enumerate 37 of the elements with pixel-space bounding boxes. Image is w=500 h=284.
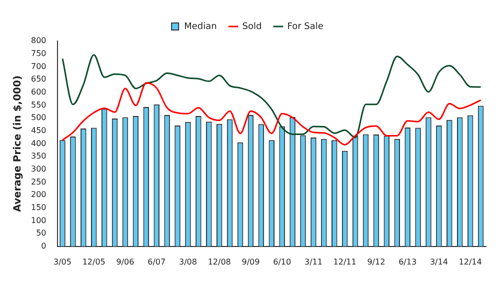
y-tick-label: 300 bbox=[30, 164, 46, 174]
y-tick-label: 150 bbox=[30, 202, 46, 212]
y-tick-label: 100 bbox=[30, 216, 46, 225]
x-tick-label: 3/05 bbox=[54, 257, 72, 266]
x-tick-label: 6/10 bbox=[273, 257, 292, 266]
legend-label: Sold bbox=[242, 22, 262, 32]
y-tick-label: 350 bbox=[30, 152, 46, 161]
y-tick-label: 800 bbox=[30, 36, 46, 46]
x-tick-label: 3/08 bbox=[178, 257, 197, 266]
y-tick-label: 450 bbox=[30, 126, 46, 135]
x-tick-label: 12/08 bbox=[208, 257, 231, 266]
y-tick-label: 600 bbox=[30, 87, 46, 96]
y-tick-label: 0 bbox=[41, 241, 46, 250]
y-tick-label: 550 bbox=[30, 100, 46, 110]
y-tick-label: 250 bbox=[30, 177, 46, 186]
line-series bbox=[62, 82, 482, 146]
legend-label: Median bbox=[184, 22, 217, 32]
y-tick-label: 200 bbox=[30, 190, 46, 200]
x-tick-label: 6/07 bbox=[148, 257, 166, 266]
y-tick-label: 500 bbox=[30, 113, 46, 122]
legend-label: For Sale bbox=[287, 22, 324, 32]
y-tick-label: 650 bbox=[30, 74, 46, 84]
y-tick-label: 50 bbox=[36, 228, 46, 238]
y-tick-label: 700 bbox=[30, 62, 46, 71]
x-tick-label: 9/09 bbox=[242, 257, 260, 266]
x-tick-label: 6/13 bbox=[398, 257, 417, 266]
x-tick-label: 12/14 bbox=[458, 257, 482, 266]
y-axis-title: Average Price (in $,000) bbox=[12, 75, 24, 212]
y-tick-label: 400 bbox=[30, 138, 46, 148]
x-tick-label: 9/12 bbox=[367, 257, 386, 266]
x-tick-label: 9/06 bbox=[116, 257, 134, 266]
x-tick-label: 12/11 bbox=[333, 257, 356, 266]
line-series bbox=[62, 54, 482, 138]
x-tick-label: 3/14 bbox=[430, 257, 448, 266]
y-tick-label: 750 bbox=[30, 48, 46, 58]
x-tick-label: 12/05 bbox=[82, 257, 106, 266]
x-tick-label: 3/11 bbox=[304, 257, 322, 266]
